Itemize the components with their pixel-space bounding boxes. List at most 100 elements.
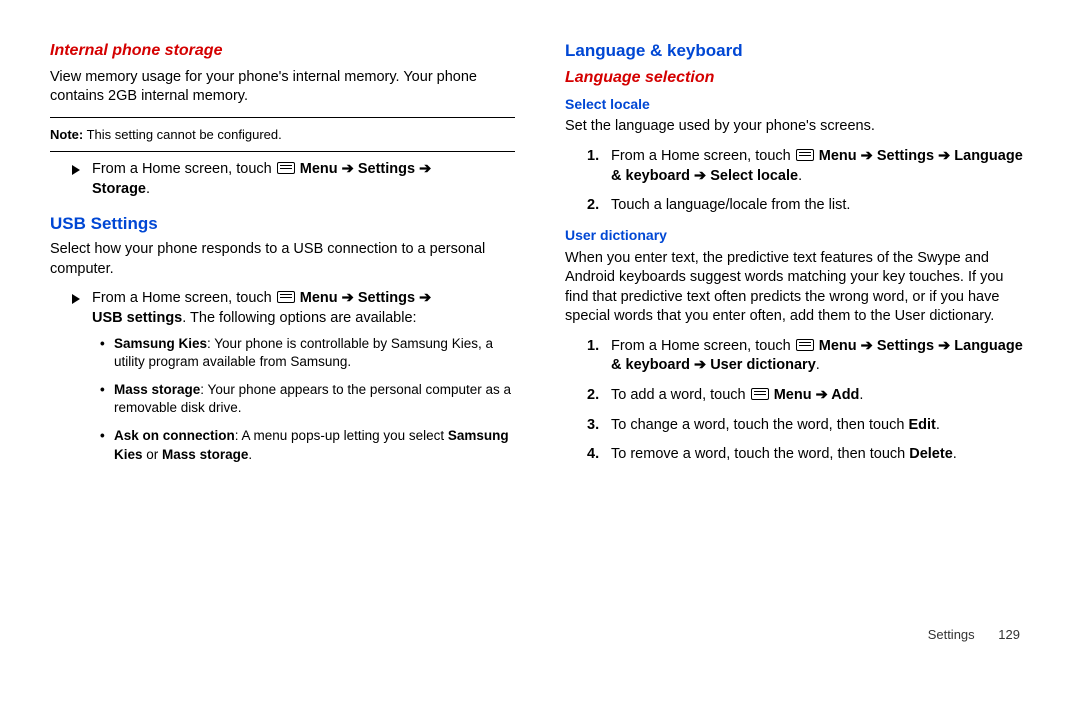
menu-icon — [796, 149, 814, 161]
arrow-icon: ➔ — [342, 290, 358, 306]
heading-usb-settings: USB Settings — [50, 213, 515, 236]
txt: USB settings — [92, 310, 182, 326]
txt: . — [248, 447, 252, 462]
arrow-icon: ➔ — [419, 290, 431, 306]
note-text: This setting cannot be configured. — [83, 127, 282, 142]
step-text: From a Home screen, touch Menu ➔ Setting… — [92, 160, 431, 199]
heading-language-keyboard: Language & keyboard — [565, 40, 1030, 63]
txt: To add a word, touch — [611, 387, 750, 403]
arrow-icon: ➔ — [861, 338, 877, 354]
num: 1. — [587, 337, 611, 376]
dot: . — [936, 417, 940, 433]
step-usb-path: From a Home screen, touch Menu ➔ Setting… — [72, 289, 515, 328]
txt: Mass storage — [114, 382, 200, 397]
menu-icon — [751, 388, 769, 400]
txt: To change a word, touch the word, then t… — [611, 417, 908, 433]
manual-page: Internal phone storage View memory usage… — [0, 0, 1080, 660]
list-item: 1. From a Home screen, touch Menu ➔ Sett… — [587, 147, 1030, 186]
txt: Settings — [877, 338, 934, 354]
dot: . — [859, 387, 863, 403]
divider — [50, 151, 515, 152]
arrow-icon: ➔ — [342, 161, 358, 177]
txt: To change a word, touch the word, then t… — [611, 416, 940, 436]
triangle-bullet-icon — [72, 294, 80, 304]
heading-user-dictionary: User dictionary — [565, 226, 1030, 245]
list-item: 2. Touch a language/locale from the list… — [587, 196, 1030, 216]
locale-steps: 1. From a Home screen, touch Menu ➔ Sett… — [587, 147, 1030, 216]
txt: Delete — [909, 446, 953, 462]
txt: Settings — [877, 148, 934, 164]
txt: Touch a language/locale from the list. — [611, 196, 850, 216]
left-column: Internal phone storage View memory usage… — [50, 40, 515, 640]
txt: Menu — [300, 290, 338, 306]
right-column: Language & keyboard Language selection S… — [565, 40, 1030, 640]
heading-internal-storage: Internal phone storage — [50, 40, 515, 62]
txt: Select locale — [710, 168, 798, 184]
internal-storage-body: View memory usage for your phone's inter… — [50, 68, 515, 107]
arrow-icon: ➔ — [419, 161, 431, 177]
arrow-icon: ➔ — [938, 148, 954, 164]
heading-language-selection: Language selection — [565, 67, 1030, 89]
menu-icon — [277, 291, 295, 303]
txt: Settings — [358, 161, 415, 177]
step-storage-path: From a Home screen, touch Menu ➔ Setting… — [72, 160, 515, 199]
txt: To remove a word, touch the word, then t… — [611, 446, 909, 462]
triangle-bullet-icon — [72, 165, 80, 175]
txt: Menu — [300, 161, 338, 177]
txt: Samsung Kies — [114, 336, 207, 351]
num: 2. — [587, 386, 611, 406]
footer-section: Settings — [928, 627, 975, 642]
list-item: 1. From a Home screen, touch Menu ➔ Sett… — [587, 337, 1030, 376]
list-item: Samsung Kies: Your phone is controllable… — [100, 335, 515, 371]
list-item: Ask on connection: A menu pops-up lettin… — [100, 427, 515, 463]
footer-page-number: 129 — [998, 627, 1020, 642]
txt: or — [143, 447, 163, 462]
dot: . — [798, 168, 802, 184]
txt: Settings — [358, 290, 415, 306]
txt: Menu — [819, 338, 857, 354]
txt: User dictionary — [710, 357, 816, 373]
txt: To add a word, touch Menu ➔ Add. — [611, 386, 863, 406]
menu-icon — [796, 339, 814, 351]
txt: Menu — [819, 148, 857, 164]
dot: . — [953, 446, 957, 462]
arrow-icon: ➔ — [694, 357, 710, 373]
txt: To remove a word, touch the word, then t… — [611, 445, 957, 465]
txt: . The following options are available: — [182, 310, 416, 326]
arrow-icon: ➔ — [694, 168, 710, 184]
list-item: 3. To change a word, touch the word, the… — [587, 416, 1030, 436]
num: 3. — [587, 416, 611, 436]
txt: Ask on connection — [114, 428, 235, 443]
txt: : A menu pops-up letting you select — [235, 428, 448, 443]
arrow-icon: ➔ — [861, 148, 877, 164]
txt: Menu — [774, 387, 812, 403]
txt: From a Home screen, touch — [92, 161, 276, 177]
list-item: 4. To remove a word, touch the word, the… — [587, 445, 1030, 465]
num: 2. — [587, 196, 611, 216]
menu-icon — [277, 162, 295, 174]
locale-body: Set the language used by your phone's sc… — [565, 117, 1030, 137]
dot: . — [146, 181, 150, 197]
txt: Add — [831, 387, 859, 403]
note-label: Note: — [50, 127, 83, 142]
divider — [50, 117, 515, 118]
txt: From a Home screen, touch — [611, 148, 795, 164]
dict-steps: 1. From a Home screen, touch Menu ➔ Sett… — [587, 337, 1030, 465]
step-text: From a Home screen, touch Menu ➔ Setting… — [92, 289, 431, 328]
num: 1. — [587, 147, 611, 186]
usb-options-list: Samsung Kies: Your phone is controllable… — [100, 335, 515, 464]
list-item: 2. To add a word, touch Menu ➔ Add. — [587, 386, 1030, 406]
dict-body: When you enter text, the predictive text… — [565, 249, 1030, 327]
txt: From a Home screen, touch — [611, 338, 795, 354]
txt: From a Home screen, touch — [92, 290, 276, 306]
note-line: Note: This setting cannot be configured. — [50, 126, 515, 144]
list-item: Mass storage: Your phone appears to the … — [100, 381, 515, 417]
txt: From a Home screen, touch Menu ➔ Setting… — [611, 147, 1030, 186]
txt: From a Home screen, touch Menu ➔ Setting… — [611, 337, 1030, 376]
txt: Edit — [908, 417, 935, 433]
dot: . — [816, 357, 820, 373]
num: 4. — [587, 445, 611, 465]
usb-body: Select how your phone responds to a USB … — [50, 240, 515, 279]
arrow-icon: ➔ — [816, 387, 832, 403]
txt: Storage — [92, 181, 146, 197]
